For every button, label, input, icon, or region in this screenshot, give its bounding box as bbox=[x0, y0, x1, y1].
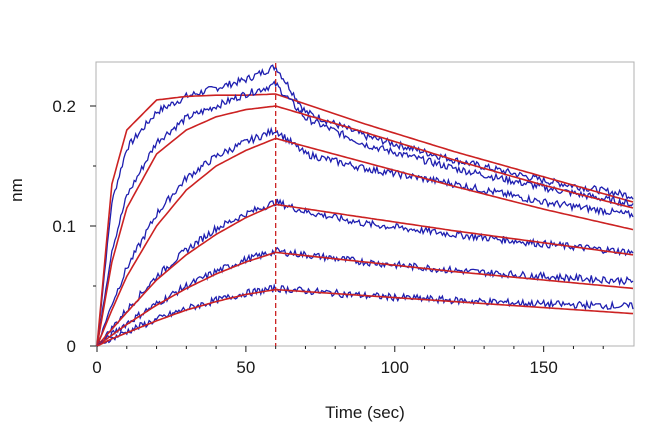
plot-area bbox=[95, 61, 635, 347]
fit-curve-6 bbox=[96, 288, 634, 347]
fit-curve-4 bbox=[96, 203, 634, 347]
x-tick-label-50: 50 bbox=[236, 358, 255, 377]
axes-group: 0 50 100 150 0 0.1 0.2 bbox=[52, 97, 604, 377]
fit-curve-3 bbox=[96, 137, 634, 347]
x-axis-title: Time (sec) bbox=[325, 403, 405, 422]
y-tick-label-0: 0 bbox=[67, 337, 76, 356]
y-tick-label-0.2: 0.2 bbox=[52, 97, 76, 116]
fit-curve-1 bbox=[96, 93, 634, 347]
series-group bbox=[96, 64, 634, 347]
y-tick-label-0.1: 0.1 bbox=[52, 217, 76, 236]
x-tick-label-150: 150 bbox=[529, 358, 557, 377]
measured-trace-5 bbox=[96, 246, 634, 347]
measured-trace-3 bbox=[96, 126, 634, 347]
fit-curve-5 bbox=[96, 251, 634, 347]
fit-curve-2 bbox=[96, 105, 634, 347]
x-tick-label-0: 0 bbox=[92, 358, 101, 377]
y-axis-title: nm bbox=[7, 178, 26, 202]
x-tick-label-100: 100 bbox=[381, 358, 409, 377]
